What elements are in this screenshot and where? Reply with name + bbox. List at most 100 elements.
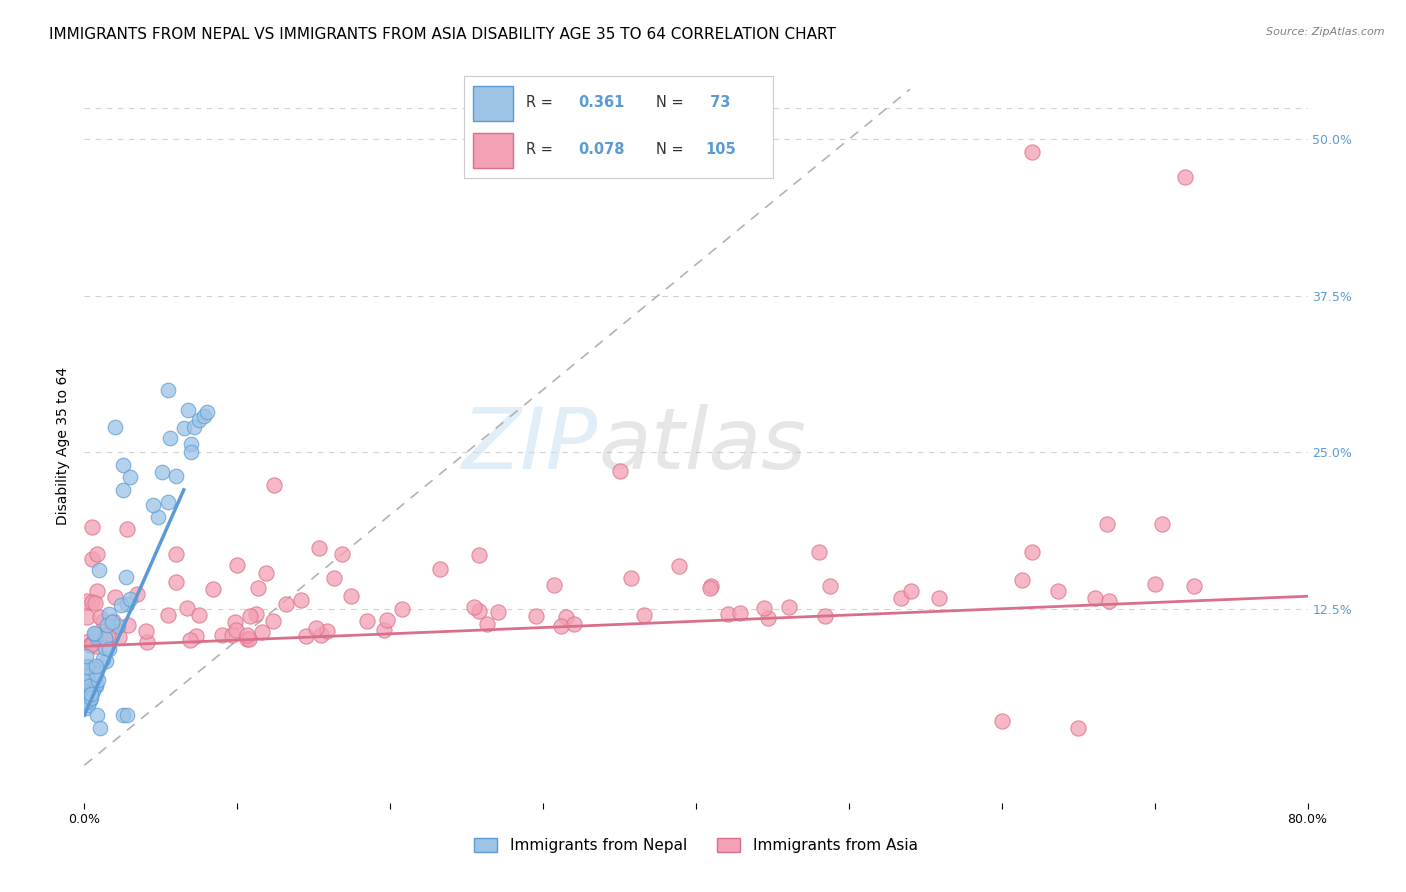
Text: N =: N =: [655, 142, 688, 157]
Point: [225, 558, 247, 572]
Point: [900, 583, 922, 598]
Point: [180, 445, 202, 459]
Point: [108, 630, 131, 644]
Point: [177, 403, 200, 417]
Point: [79, 693, 101, 707]
Point: [104, 591, 127, 605]
Point: [180, 437, 202, 451]
Point: [263, 478, 285, 492]
Point: [82, 661, 104, 675]
Point: [295, 629, 318, 643]
Point: [1067, 721, 1090, 735]
Point: [609, 464, 631, 478]
Point: [89, 563, 111, 577]
Text: ZIP: ZIP: [461, 404, 598, 488]
FancyBboxPatch shape: [474, 133, 513, 168]
Point: [91, 652, 114, 666]
Point: [76, 669, 98, 683]
Text: R =: R =: [526, 95, 557, 110]
Point: [75, 700, 97, 714]
Point: [75, 683, 97, 698]
Point: [236, 628, 259, 642]
Point: [77, 698, 100, 712]
Point: [756, 610, 779, 624]
Point: [114, 570, 136, 584]
Point: [245, 607, 267, 622]
Point: [80, 637, 103, 651]
Point: [165, 574, 187, 589]
Point: [96, 654, 118, 668]
Point: [1152, 516, 1174, 531]
Point: [80, 595, 103, 609]
Point: [77, 679, 100, 693]
Point: [562, 617, 585, 632]
Point: [221, 627, 243, 641]
Point: [543, 578, 565, 592]
Point: [717, 607, 740, 622]
Point: [238, 632, 260, 646]
Point: [115, 598, 138, 612]
Point: [176, 601, 198, 615]
Point: [80, 680, 103, 694]
Point: [101, 615, 124, 629]
Point: [928, 591, 950, 605]
Point: [991, 714, 1014, 729]
Point: [290, 593, 312, 607]
Point: [202, 582, 225, 597]
Point: [86, 659, 108, 673]
Point: [211, 628, 233, 642]
Point: [84, 626, 107, 640]
Point: [555, 609, 578, 624]
Legend: Immigrants from Nepal, Immigrants from Asia: Immigrants from Nepal, Immigrants from A…: [468, 832, 924, 859]
Point: [79, 690, 101, 705]
Point: [890, 591, 912, 605]
Point: [477, 616, 499, 631]
Point: [752, 601, 775, 615]
Point: [89, 609, 111, 624]
Point: [77, 688, 100, 702]
Point: [76, 672, 98, 686]
Text: Source: ZipAtlas.com: Source: ZipAtlas.com: [1267, 27, 1385, 37]
Point: [157, 383, 180, 397]
Point: [107, 619, 129, 633]
Point: [84, 679, 107, 693]
Text: N =: N =: [655, 95, 688, 110]
Point: [1021, 545, 1043, 559]
Point: [468, 548, 491, 562]
Point: [159, 431, 181, 445]
Point: [96, 617, 118, 632]
Point: [82, 684, 104, 698]
Point: [183, 420, 205, 434]
Point: [84, 666, 107, 681]
Point: [668, 559, 690, 574]
Point: [75, 690, 97, 705]
Text: 0.078: 0.078: [578, 142, 624, 157]
Point: [195, 404, 218, 418]
Point: [728, 606, 751, 620]
Point: [463, 600, 485, 615]
Point: [97, 607, 120, 622]
Text: IMMIGRANTS FROM NEPAL VS IMMIGRANTS FROM ASIA DISABILITY AGE 35 TO 64 CORRELATIO: IMMIGRANTS FROM NEPAL VS IMMIGRANTS FROM…: [49, 27, 837, 42]
Point: [550, 619, 572, 633]
Point: [111, 483, 134, 497]
Point: [274, 597, 297, 611]
Point: [146, 510, 169, 524]
Point: [235, 632, 257, 647]
Point: [84, 596, 107, 610]
Point: [110, 598, 132, 612]
Point: [1011, 573, 1033, 587]
Point: [391, 602, 413, 616]
Point: [83, 626, 105, 640]
Point: [135, 635, 157, 649]
Point: [330, 547, 353, 561]
Point: [373, 623, 395, 637]
Point: [142, 498, 165, 512]
Point: [76, 669, 98, 683]
Point: [157, 607, 180, 622]
Point: [94, 632, 117, 646]
Point: [76, 658, 98, 673]
Point: [1084, 591, 1107, 605]
Point: [322, 571, 344, 585]
Point: [188, 607, 211, 622]
Text: 105: 105: [706, 142, 735, 157]
